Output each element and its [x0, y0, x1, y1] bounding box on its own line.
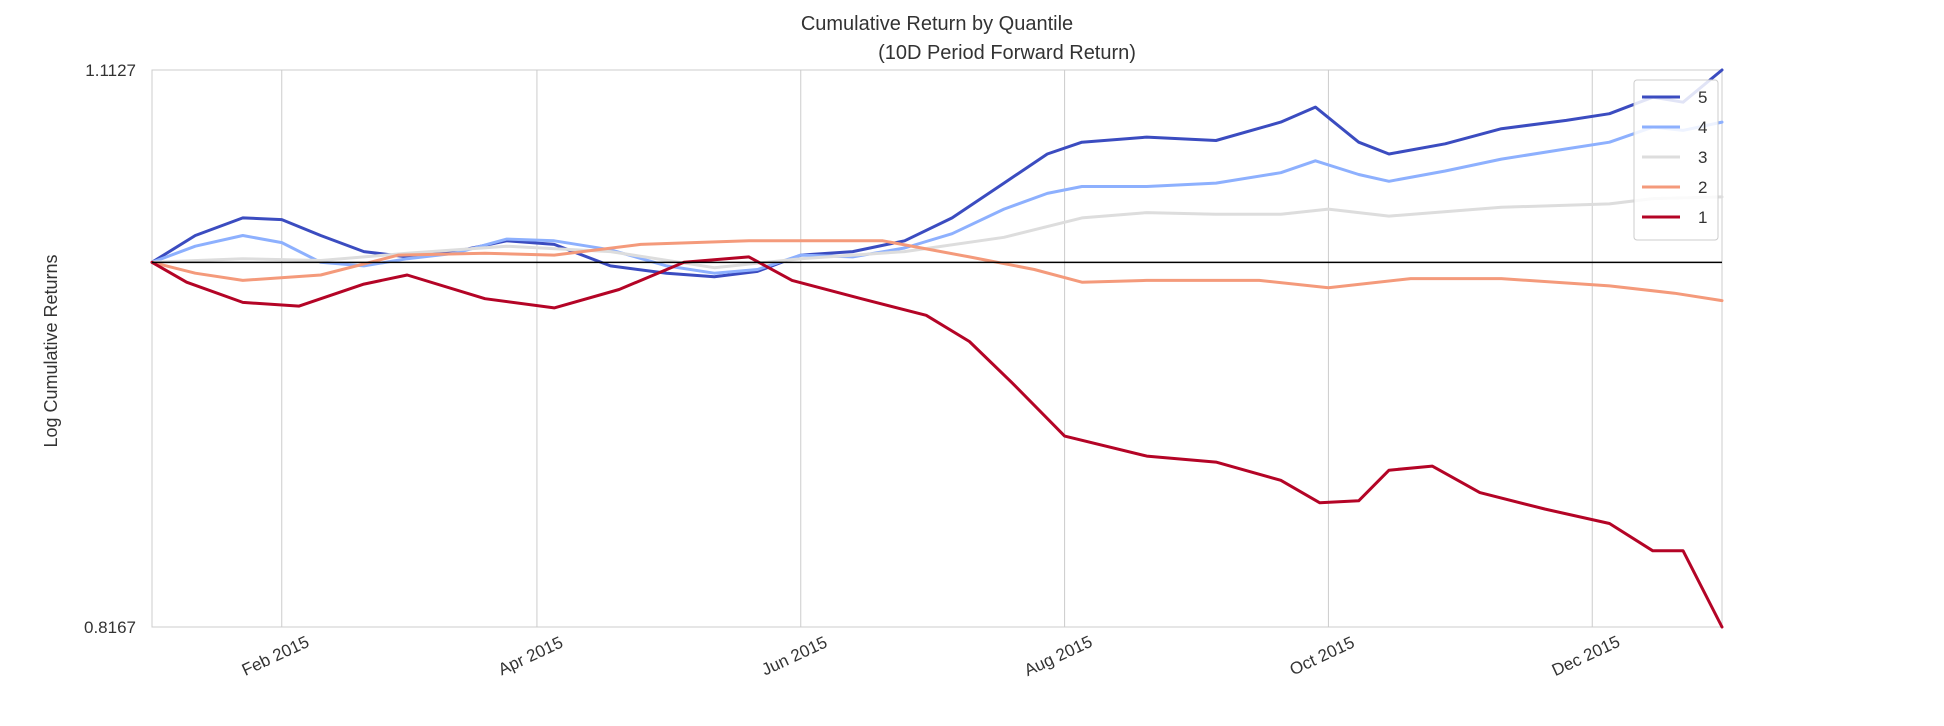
- x-tick-label: Aug 2015: [1021, 632, 1095, 680]
- series-line-1: [150, 255, 1724, 629]
- x-tick-label: Oct 2015: [1287, 633, 1358, 679]
- y-tick-label: 1.1127: [85, 61, 136, 80]
- plot-frame: [151, 69, 1723, 628]
- x-tick-label: Dec 2015: [1549, 632, 1623, 680]
- y-tick-label: 0.8167: [84, 618, 136, 637]
- legend-label-4: 4: [1698, 118, 1707, 137]
- legend-label-5: 5: [1698, 88, 1707, 107]
- legend-label-1: 1: [1698, 208, 1707, 227]
- legend-label-2: 2: [1698, 178, 1707, 197]
- legend-label-3: 3: [1698, 148, 1707, 167]
- x-tick-label: Apr 2015: [495, 633, 566, 679]
- x-tick-label: Jun 2015: [759, 633, 830, 680]
- legend: [1633, 79, 1719, 241]
- chart-title: Cumulative Return by Quantile: [801, 13, 1073, 35]
- series-line-2: [150, 239, 1724, 303]
- x-tick-label: Feb 2015: [239, 632, 312, 680]
- y-axis-label: Log Cumulative Returns: [41, 254, 61, 447]
- series-line-3: [150, 195, 1724, 270]
- chart-subtitle: (10D Period Forward Return): [878, 42, 1136, 64]
